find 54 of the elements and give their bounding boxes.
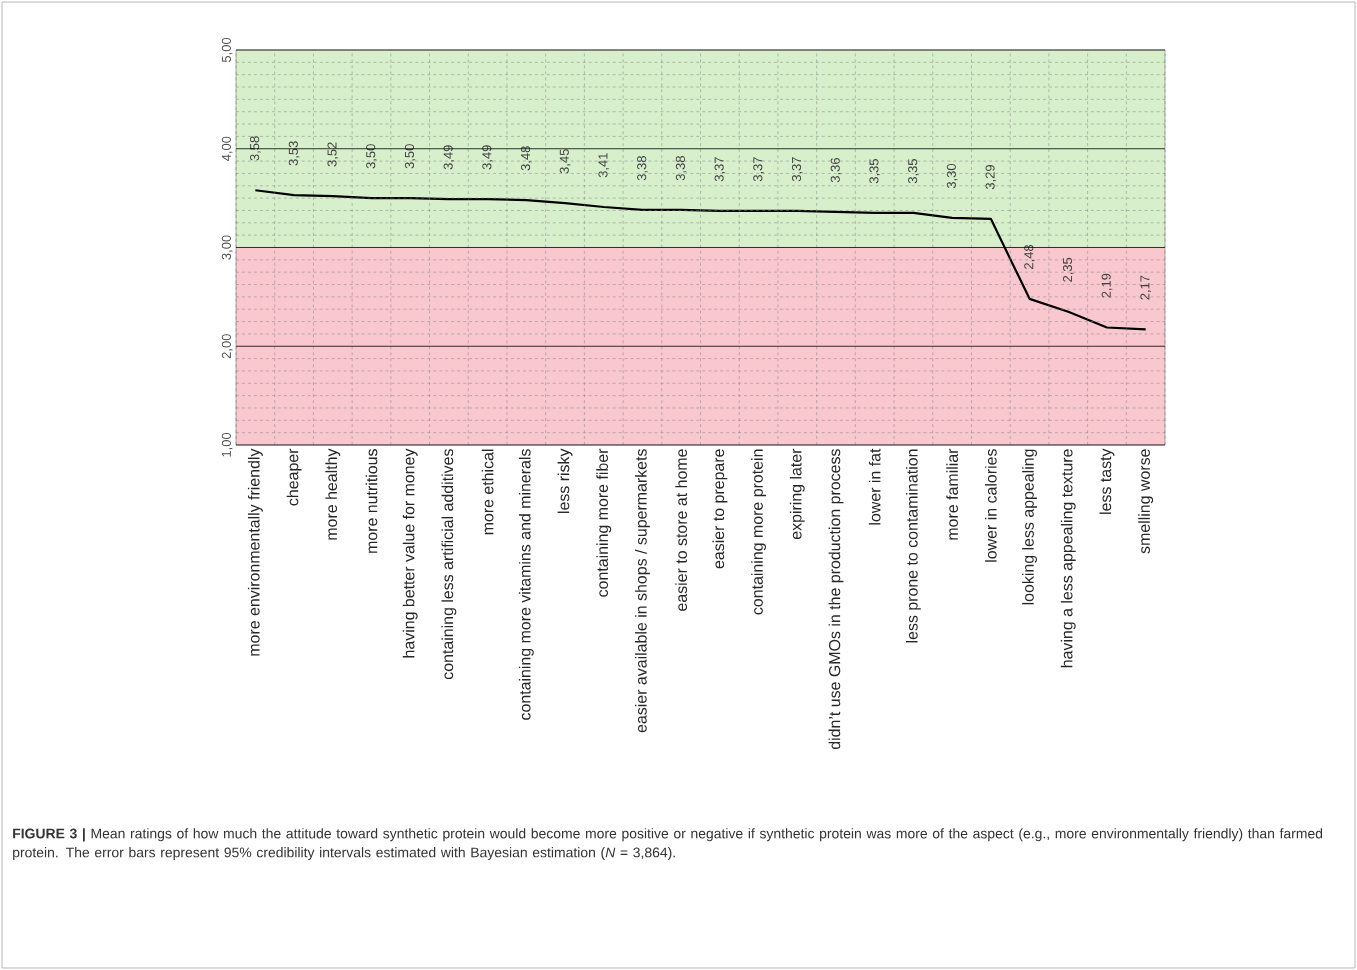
data-label: 3,58 bbox=[250, 136, 261, 161]
data-label: 3,49 bbox=[482, 145, 493, 170]
x-tick-label: more nutritious bbox=[365, 449, 378, 553]
x-tick-label: didn’t use GMOs in the production process bbox=[828, 449, 844, 750]
data-label: 3,50 bbox=[366, 144, 377, 169]
data-label: 3,37 bbox=[753, 157, 764, 182]
y-tick-label: 4,00 bbox=[221, 136, 233, 162]
y-tick-label: 2,00 bbox=[221, 334, 233, 359]
x-tick-label: smelling worse bbox=[1138, 449, 1154, 554]
x-tick-label: less risky bbox=[557, 448, 573, 513]
x-tick-label: more familiar bbox=[946, 448, 958, 540]
data-label: 2,17 bbox=[1140, 275, 1152, 300]
x-tick-label: easier available in shops / supermarkets bbox=[635, 449, 650, 733]
y-tick-label: 3,00 bbox=[221, 235, 233, 260]
x-tick-label: lower in calories bbox=[984, 449, 997, 562]
data-label: 3,48 bbox=[520, 146, 532, 171]
x-tick-label: less prone to contamination bbox=[905, 449, 921, 643]
data-label: 3,36 bbox=[830, 158, 842, 183]
data-label: 3,30 bbox=[946, 163, 958, 189]
data-label: 3,50 bbox=[404, 144, 416, 169]
x-tick-label: more environmentally friendly bbox=[247, 448, 263, 656]
data-label: 3,29 bbox=[985, 165, 997, 190]
data-label: 3,38 bbox=[637, 156, 648, 181]
data-label: 3,41 bbox=[598, 153, 610, 178]
x-tick-label: containing more vitamins and minerals bbox=[518, 449, 534, 720]
data-label: 3,37 bbox=[791, 157, 803, 182]
y-tick-label: 1,00 bbox=[221, 432, 233, 457]
data-label: 3,35 bbox=[869, 159, 881, 184]
x-tick-label: more ethical bbox=[481, 449, 494, 535]
x-tick-label: looking less appealing bbox=[1022, 449, 1037, 605]
data-label: 3,53 bbox=[288, 141, 300, 166]
data-label: 3,49 bbox=[443, 145, 455, 170]
x-tick-label: containing more protein bbox=[751, 449, 767, 615]
x-tick-label: more healthy bbox=[325, 448, 341, 540]
data-label: 2,48 bbox=[1024, 245, 1035, 269]
x-tick-label: containing less artificial additives bbox=[441, 449, 457, 680]
data-label: 3,35 bbox=[908, 159, 919, 184]
data-label: 2,19 bbox=[1101, 273, 1113, 298]
x-tick-label: cheaper bbox=[286, 448, 302, 506]
x-tick-label: having a less appealing texture bbox=[1060, 449, 1076, 668]
data-label: 3,37 bbox=[714, 157, 726, 182]
x-tick-label: containing more fiber bbox=[596, 448, 612, 597]
x-tick-label: less tasty bbox=[1099, 448, 1115, 514]
x-tick-label: easier to store at home bbox=[675, 449, 688, 611]
data-label: 3,52 bbox=[327, 142, 339, 167]
data-label: 3,45 bbox=[559, 149, 571, 174]
text: FIGURE 3 | Mean ratings of how much the attitude toward synthetic protein would become more positive or negative if synthetic protein was more of the aspect (e.g., more environmentally friendly) than farmed protein. The error bars represent 95% credibility intervals estimated with Bayesian estimation (N = 3,864). bbox=[13, 828, 1323, 861]
data-label: 2,35 bbox=[1062, 257, 1074, 282]
x-tick-label: expiring later bbox=[789, 448, 805, 540]
x-tick-label: having better value for money bbox=[402, 448, 418, 658]
x-tick-label: easier to prepare bbox=[712, 449, 728, 569]
x-tick-label: lower in fat bbox=[868, 448, 881, 525]
y-tick-label: 5,00 bbox=[221, 37, 233, 63]
data-label: 3,38 bbox=[675, 156, 687, 181]
